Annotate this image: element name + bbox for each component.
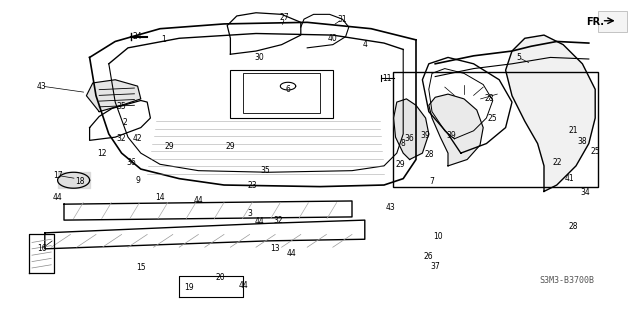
Text: 26: 26 [424, 252, 434, 261]
Text: 19: 19 [184, 283, 194, 292]
Polygon shape [506, 35, 595, 191]
Text: 13: 13 [270, 244, 280, 253]
Text: 44: 44 [254, 217, 264, 226]
Text: 5: 5 [516, 53, 521, 62]
Text: 4: 4 [362, 40, 367, 49]
Text: 21: 21 [568, 126, 577, 135]
Text: 11: 11 [383, 74, 392, 83]
Text: 20: 20 [216, 273, 226, 282]
Text: 43: 43 [36, 82, 47, 91]
Text: 2: 2 [122, 118, 127, 127]
Text: 43: 43 [385, 203, 396, 212]
Text: 6: 6 [285, 85, 291, 94]
Text: 16: 16 [36, 244, 47, 253]
Text: 9: 9 [135, 176, 140, 185]
Polygon shape [598, 11, 627, 32]
Text: S3M3-B3700B: S3M3-B3700B [539, 276, 594, 285]
Text: 3: 3 [247, 209, 252, 218]
Text: 28: 28 [485, 94, 494, 103]
Text: 12: 12 [98, 149, 107, 158]
Text: 41: 41 [564, 174, 575, 183]
Text: 14: 14 [155, 193, 165, 202]
Text: 40: 40 [328, 34, 338, 43]
Text: 35: 35 [260, 166, 271, 175]
Text: 10: 10 [433, 232, 444, 241]
Text: 22: 22 [552, 158, 561, 167]
Text: 17: 17 [52, 171, 63, 180]
Text: 30: 30 [254, 53, 264, 62]
Text: 23: 23 [248, 181, 258, 189]
Text: 31: 31 [337, 15, 348, 24]
Text: 39: 39 [420, 131, 431, 140]
Text: 7: 7 [429, 177, 435, 186]
Text: 44: 44 [52, 193, 63, 202]
Text: 18: 18 [76, 177, 84, 186]
Text: 42: 42 [132, 134, 143, 143]
Text: 25: 25 [488, 114, 498, 122]
Text: 29: 29 [225, 142, 236, 151]
Text: 44: 44 [193, 197, 204, 205]
Text: 32: 32 [273, 216, 284, 225]
Text: FR.: FR. [586, 17, 604, 27]
Text: 29: 29 [164, 142, 175, 151]
Text: 25: 25 [590, 147, 600, 156]
Text: 44: 44 [238, 281, 248, 290]
Text: 27: 27 [280, 13, 290, 22]
Text: 39: 39 [446, 131, 456, 140]
Text: 38: 38 [577, 137, 588, 146]
Text: 28: 28 [568, 222, 577, 231]
Polygon shape [394, 99, 429, 160]
Polygon shape [429, 94, 483, 166]
Text: 44: 44 [286, 249, 296, 258]
Text: 24: 24 [132, 32, 143, 41]
Bar [393, 72, 598, 187]
Text: 36: 36 [126, 158, 136, 167]
Text: 28: 28 [424, 150, 433, 159]
Text: 32: 32 [116, 134, 127, 143]
Polygon shape [86, 80, 141, 112]
Text: 37: 37 [430, 262, 440, 271]
Text: 29: 29 [395, 160, 405, 169]
Text: 15: 15 [136, 263, 146, 272]
Text: 8: 8 [401, 139, 406, 148]
Text: 35: 35 [116, 102, 127, 111]
Text: 1: 1 [161, 35, 166, 44]
Text: 34: 34 [580, 189, 591, 197]
Text: 36: 36 [404, 134, 415, 143]
